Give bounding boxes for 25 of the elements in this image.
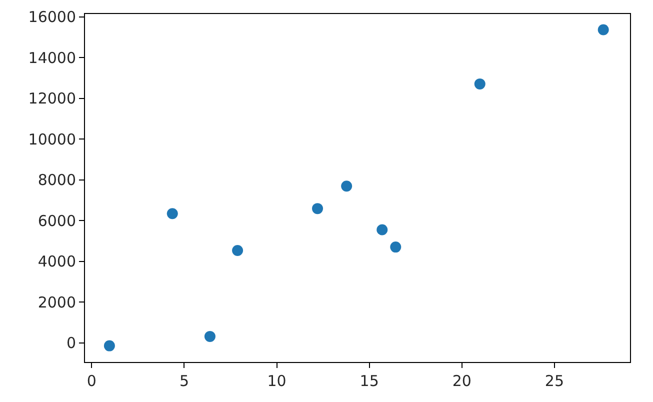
y-tick-label: 2000: [38, 293, 76, 312]
y-tick-label: 10000: [28, 130, 76, 148]
x-tick-label: 20: [452, 372, 472, 390]
y-tick-label: 4000: [38, 252, 76, 271]
point: [341, 180, 352, 192]
y-tick-label: 16000: [28, 8, 76, 26]
y-tick-label: 0: [66, 334, 76, 352]
x-tick-label: 0: [86, 372, 96, 390]
point: [166, 208, 178, 220]
y-tick-label: 8000: [38, 171, 76, 190]
point: [312, 203, 324, 214]
point: [104, 340, 115, 352]
y-tick-label: 12000: [28, 90, 76, 108]
point: [598, 24, 609, 36]
point: [376, 224, 388, 236]
x-tick-label: 5: [179, 372, 190, 390]
point: [232, 245, 244, 256]
x-tick-label: 25: [544, 372, 564, 390]
y-tick-label: 6000: [38, 212, 76, 230]
point: [204, 330, 216, 342]
y-tick-label: 14000: [28, 48, 76, 67]
x-tick-label: 10: [267, 372, 286, 390]
point: [474, 78, 486, 90]
point: [390, 242, 402, 253]
x-tick-label: 15: [360, 372, 379, 390]
